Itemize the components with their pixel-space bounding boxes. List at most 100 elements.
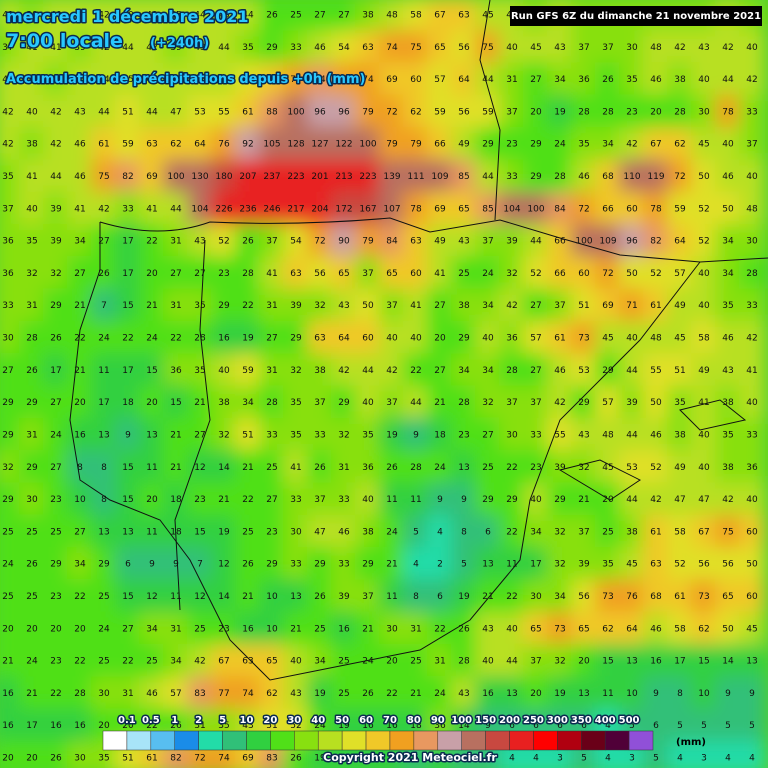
legend-swatch [174, 730, 199, 751]
precip-cell [571, 643, 597, 679]
grid-value: 51 [122, 107, 133, 117]
precip-cell [259, 514, 285, 550]
grid-value: 21 [434, 398, 445, 408]
legend-label: 30 [287, 715, 301, 726]
precip-cell [259, 320, 285, 356]
precip-cell [547, 514, 573, 550]
precip-cell [43, 643, 69, 679]
precip-cell [643, 94, 669, 130]
precip-cell [499, 256, 525, 291]
precip-cell [235, 0, 261, 33]
grid-value: 11 [386, 592, 397, 602]
grid-value: 12 [218, 560, 229, 570]
grid-value: 52 [530, 269, 541, 279]
grid-value: 44 [626, 495, 638, 505]
grid-value: 63 [650, 560, 661, 570]
grid-value: 36 [434, 721, 446, 731]
grid-value: 74 [218, 754, 230, 764]
grid-value: 52 [698, 237, 709, 247]
grid-value: 25 [98, 657, 109, 667]
precip-cell [355, 62, 381, 97]
precip-cell [715, 482, 741, 517]
precip-cell [523, 482, 549, 517]
precip-cell [67, 547, 93, 582]
precip-cell [475, 450, 501, 485]
grid-value: 27 [170, 269, 181, 279]
grid-value: 34 [314, 657, 326, 667]
precip-cell [715, 191, 741, 226]
grid-value: 167 [359, 204, 376, 214]
grid-value: 24 [554, 140, 566, 150]
precip-cell [19, 514, 45, 550]
grid-value: 23 [194, 495, 205, 505]
grid-value: 50 [698, 172, 710, 182]
precip-cell [355, 320, 381, 356]
precip-cell [475, 223, 501, 259]
precip-cell [427, 320, 453, 356]
grid-value: 65 [578, 624, 589, 634]
precip-cell [91, 611, 117, 646]
grid-value: 56 [698, 560, 710, 570]
grid-value: 16 [338, 624, 350, 634]
grid-value: 40 [698, 269, 710, 279]
grid-value: 246 [263, 204, 280, 214]
precip-cell [619, 547, 645, 582]
islands [558, 399, 747, 501]
grid-value: 34 [170, 657, 182, 667]
grid-value: 37 [266, 237, 277, 247]
grid-value: 17 [122, 366, 133, 376]
grid-value: 66 [554, 237, 566, 247]
legend-swatch [294, 730, 319, 751]
grid-value: 100 [359, 140, 376, 150]
precip-cell [0, 288, 21, 323]
precip-cell [643, 643, 669, 679]
precip-cell [91, 353, 117, 388]
grid-value: 22 [146, 721, 157, 731]
precip-cell [523, 579, 549, 614]
precip-cell [259, 94, 285, 130]
precip-cell [283, 353, 309, 388]
precip-cell [619, 611, 645, 646]
precip-cell [499, 482, 525, 517]
precip-cell [667, 417, 693, 453]
precip-cell [307, 514, 333, 550]
precip-cell [67, 256, 93, 291]
precip-cell [547, 127, 573, 162]
grid-value: 9 [173, 560, 179, 570]
grid-value: 29 [50, 560, 62, 570]
grid-value: 5 [413, 527, 419, 537]
precip-cell [523, 514, 549, 550]
grid-value: 18 [410, 721, 422, 731]
grid-value: 37 [362, 269, 373, 279]
precip-cell [19, 62, 45, 97]
grid-value: 39 [74, 43, 86, 53]
legend-swatch [557, 730, 582, 751]
grid-value: 69 [602, 301, 614, 311]
grid-value: 74 [362, 75, 374, 85]
precip-cell [523, 547, 549, 582]
legend-swatch [246, 730, 271, 751]
grid-value: 37 [530, 657, 541, 667]
grid-value: 24 [2, 560, 14, 570]
precip-cell [619, 223, 645, 259]
precip-cell [259, 256, 285, 291]
grid-value: 9 [437, 495, 443, 505]
precip-cell [67, 320, 93, 356]
grid-value: 5 [629, 721, 635, 731]
grid-value: 34 [146, 624, 158, 634]
grid-value: 58 [674, 624, 686, 634]
grid-value: 25 [50, 527, 61, 537]
grid-value: 17 [98, 398, 109, 408]
precip-cell [163, 643, 189, 679]
grid-value: 39 [554, 463, 566, 473]
grid-value: 13 [146, 430, 157, 440]
grid-value: 237 [263, 172, 280, 182]
precip-cell [19, 740, 45, 768]
grid-value: 40 [26, 107, 38, 117]
grid-value: 47 [674, 495, 685, 505]
grid-value: 47 [698, 495, 709, 505]
precip-cell [403, 256, 429, 291]
grid-value: 37 [530, 398, 541, 408]
grid-value: 56 [578, 592, 590, 602]
precip-cell [499, 547, 525, 582]
